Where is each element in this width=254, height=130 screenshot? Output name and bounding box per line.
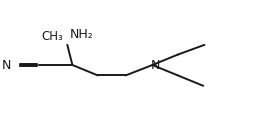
Text: N: N (2, 58, 11, 72)
Text: N: N (150, 58, 160, 72)
Text: NH₂: NH₂ (69, 28, 93, 41)
Text: CH₃: CH₃ (41, 30, 63, 43)
